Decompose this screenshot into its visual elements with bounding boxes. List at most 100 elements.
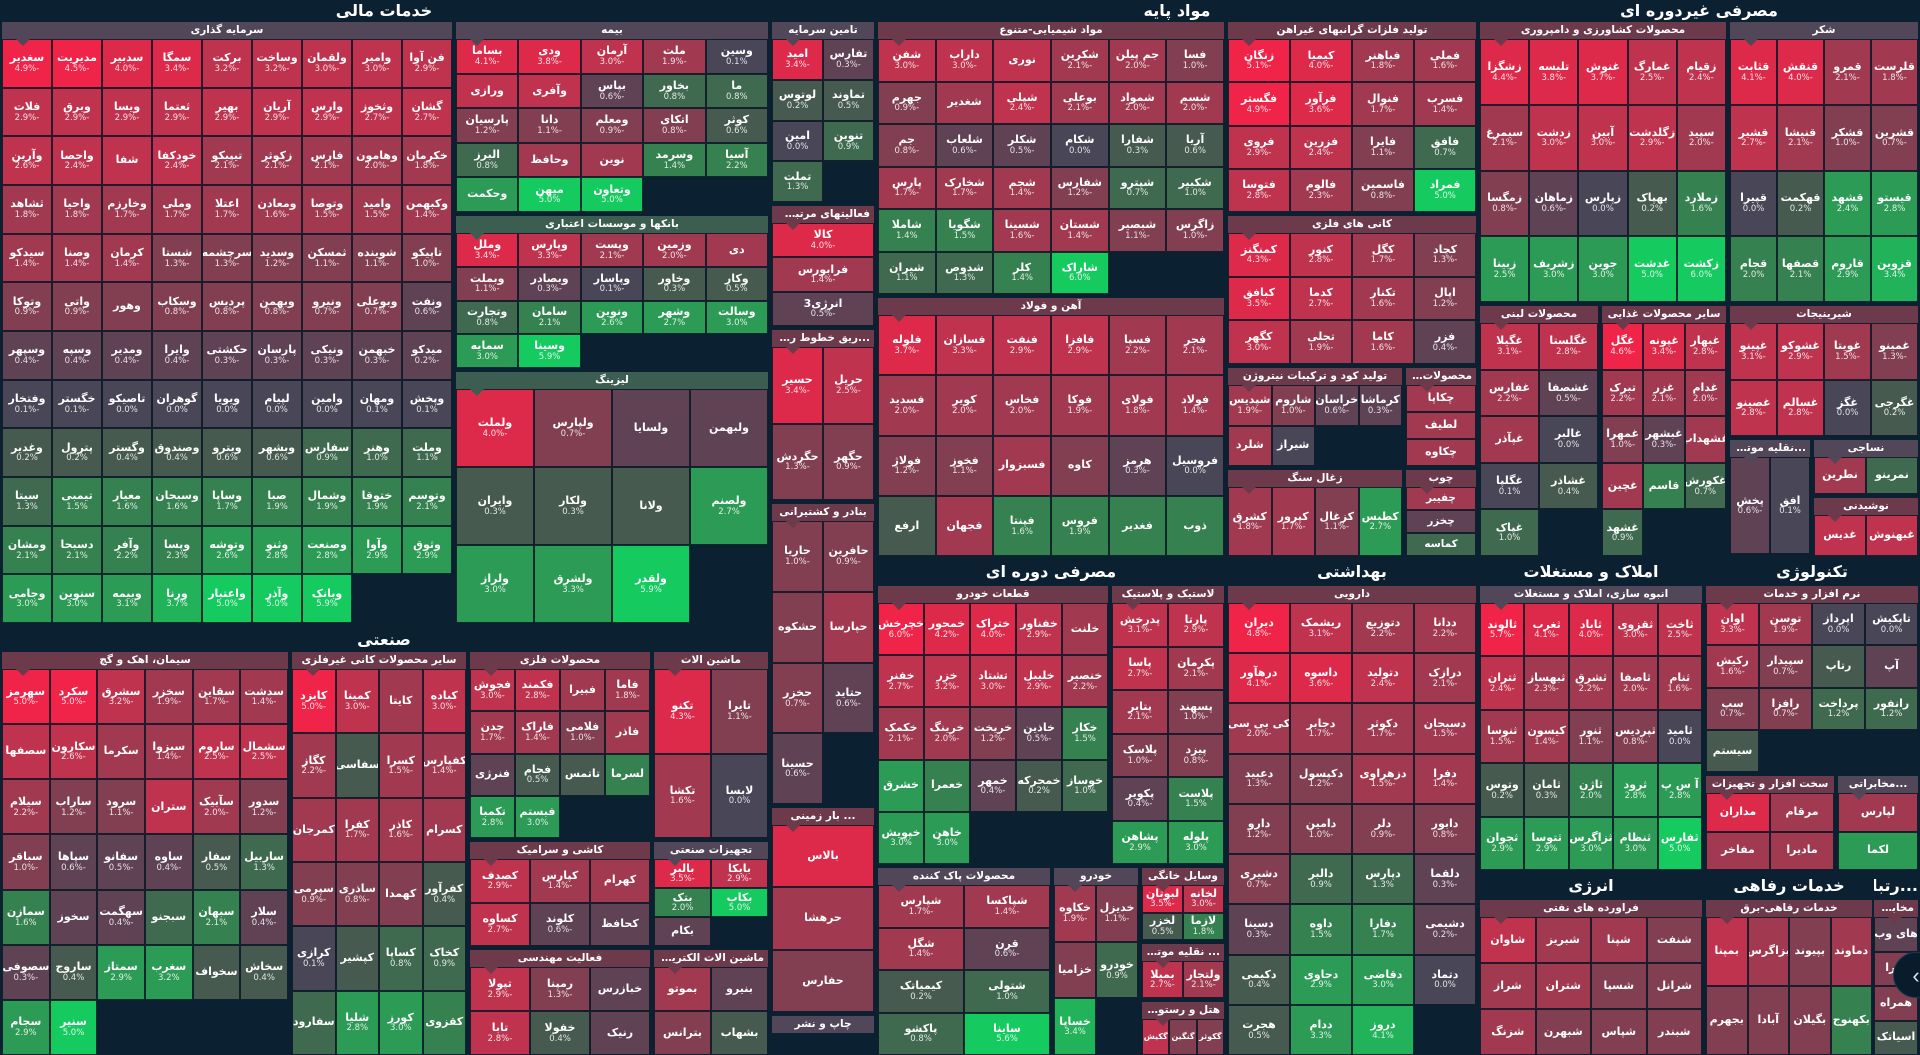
stock-tile[interactable]: لخزر 0.5% bbox=[1142, 912, 1183, 940]
stock-tile[interactable]: شکلر -0.5% bbox=[993, 124, 1051, 167]
stock-tile[interactable]: وآرین -2.6% bbox=[2, 136, 52, 185]
stock-tile[interactable]: چفیبر bbox=[1406, 487, 1476, 510]
stock-tile[interactable]: لازما 1.8% bbox=[1183, 912, 1224, 940]
stock-tile[interactable]: لطیف bbox=[1406, 412, 1476, 439]
stock-tile[interactable]: شرانل bbox=[1646, 963, 1702, 1009]
stock-tile[interactable]: سکارون -2.6% bbox=[49, 724, 98, 780]
stock-tile[interactable]: ثنوسا -1.5% bbox=[1480, 709, 1525, 764]
stock-tile[interactable]: وحکمت bbox=[456, 177, 519, 212]
stock-tile[interactable]: وصندوق 0.4% bbox=[152, 428, 202, 477]
sector-header[interactable]: سیمان، اهک و گچ bbox=[2, 652, 288, 669]
stock-tile[interactable]: غنوش -3.7% bbox=[1578, 39, 1628, 105]
stock-tile[interactable]: وآوا 2.9% bbox=[352, 525, 402, 575]
stock-tile[interactable]: حشکوه bbox=[772, 591, 823, 663]
stock-tile[interactable]: آبین -3.0% bbox=[1578, 104, 1628, 171]
stock-tile[interactable]: خوساز 1.0% bbox=[1062, 759, 1108, 812]
stock-tile[interactable]: پتایر -2.1% bbox=[1112, 690, 1168, 734]
stock-tile[interactable]: غپینو -3.1% bbox=[1730, 323, 1777, 380]
stock-tile[interactable]: خودرو 0.9% bbox=[1096, 941, 1138, 999]
sector-header[interactable]: چوب bbox=[1406, 470, 1476, 487]
stock-tile[interactable]: قزوین 3.4% bbox=[1871, 236, 1918, 302]
stock-tile[interactable]: جم -0.8% bbox=[878, 124, 936, 167]
stock-tile[interactable]: شبصیر -1.1% bbox=[1108, 209, 1167, 252]
stock-tile[interactable]: وکبهمن -1.4% bbox=[402, 184, 452, 234]
stock-tile[interactable]: وسپه -0.4% bbox=[52, 330, 102, 380]
stock-tile[interactable]: ومعلم -0.9% bbox=[580, 108, 644, 143]
stock-tile[interactable]: بوعلی -2.1% bbox=[1050, 81, 1109, 124]
stock-tile[interactable]: شلرد bbox=[1228, 425, 1272, 466]
stock-tile[interactable]: شسم -2.0% bbox=[1166, 81, 1224, 124]
stock-tile[interactable]: دروز 4.1% bbox=[1352, 1004, 1414, 1055]
stock-tile[interactable]: بالاس bbox=[772, 825, 874, 888]
stock-tile[interactable]: خفولا 0.4% bbox=[530, 1011, 590, 1055]
stock-tile[interactable]: غسالم -2.8% bbox=[1777, 379, 1824, 436]
stock-tile[interactable]: حاریا -1.0% bbox=[772, 521, 823, 592]
stock-tile[interactable]: کورز 3.0% bbox=[379, 990, 423, 1055]
stock-tile[interactable]: بکهنوج bbox=[1830, 986, 1872, 1055]
stock-tile[interactable]: پارس -1.7% bbox=[878, 166, 936, 209]
stock-tile[interactable]: سدشت -1.4% bbox=[240, 669, 288, 725]
stock-tile[interactable]: کهمدا bbox=[379, 861, 423, 927]
stock-tile[interactable]: پلاست 1.5% bbox=[1168, 777, 1224, 821]
stock-tile[interactable]: فسپا -2.2% bbox=[1108, 315, 1167, 376]
stock-tile[interactable]: وپاسار -0.1% bbox=[580, 266, 644, 301]
stock-tile[interactable]: سمازن 1.6% bbox=[2, 889, 50, 945]
stock-tile[interactable]: دکیمی 0.4% bbox=[1228, 954, 1290, 1005]
sector-header[interactable]: وسایل خانگی bbox=[1142, 868, 1224, 885]
stock-tile[interactable]: بخاور 0.8% bbox=[643, 73, 706, 109]
stock-tile[interactable]: قلرست -1.8% bbox=[1871, 39, 1918, 105]
stock-tile[interactable]: فرآور -3.6% bbox=[1290, 82, 1352, 126]
stock-tile[interactable]: حفارس bbox=[772, 949, 874, 1012]
stock-tile[interactable]: فبستم 3.0% bbox=[515, 795, 560, 838]
stock-tile[interactable]: بمپنا bbox=[1706, 917, 1748, 986]
stock-tile[interactable]: وساخت -3.2% bbox=[252, 39, 302, 88]
stock-tile[interactable]: ولصنم 2.7% bbox=[690, 467, 768, 545]
stock-tile[interactable]: زکوثر -2.1% bbox=[252, 136, 302, 185]
sector-header[interactable]: فراورده های نفتی bbox=[1480, 900, 1702, 917]
stock-tile[interactable]: سدور -1.2% bbox=[240, 779, 288, 835]
stock-tile[interactable]: پکویر -0.4% bbox=[1112, 777, 1168, 821]
stock-tile[interactable]: غالبر 0.0% bbox=[1539, 416, 1598, 463]
stock-tile[interactable]: وارس -2.9% bbox=[302, 87, 352, 137]
stock-tile[interactable]: ستران bbox=[144, 779, 193, 835]
stock-tile[interactable]: کمرجان bbox=[292, 797, 336, 862]
stock-tile[interactable]: ثاخت -2.5% bbox=[1657, 603, 1702, 657]
stock-tile[interactable]: ولپارس -0.7% bbox=[534, 389, 612, 467]
stock-tile[interactable]: کرماشا -0.3% bbox=[1358, 385, 1402, 426]
stock-tile[interactable]: وتوسم 2.1% bbox=[402, 476, 452, 526]
stock-tile[interactable]: شوینده -1.1% bbox=[352, 233, 402, 283]
sector-header[interactable]: آهن و فولاد bbox=[878, 298, 1224, 315]
stock-tile[interactable]: داوه 1.5% bbox=[1290, 904, 1352, 955]
stock-tile[interactable]: شاملا 1.4% bbox=[878, 209, 936, 252]
stock-tile[interactable]: وتوس 0.2% bbox=[1480, 763, 1525, 817]
stock-tile[interactable]: ثفارس 5.0% bbox=[1657, 816, 1702, 870]
stock-tile[interactable]: وسینا 5.9% bbox=[518, 334, 581, 368]
stock-tile[interactable]: خاذین -0.5% bbox=[1016, 707, 1062, 760]
stock-tile[interactable]: تایرا -1.1% bbox=[711, 669, 768, 754]
stock-tile[interactable]: فکمند -2.8% bbox=[515, 669, 560, 712]
stock-tile[interactable]: وسکاب -0.8% bbox=[152, 282, 202, 331]
stock-tile[interactable]: کصدف -2.9% bbox=[470, 859, 530, 903]
stock-tile[interactable]: فروس 1.9% bbox=[1050, 495, 1109, 556]
stock-tile[interactable]: خفناور -2.9% bbox=[1016, 603, 1062, 656]
stock-tile[interactable]: شیراز bbox=[1271, 425, 1315, 466]
stock-tile[interactable]: سمتاز 2.9% bbox=[97, 944, 145, 1000]
stock-tile[interactable]: ثنظام 3.0% bbox=[1613, 816, 1658, 870]
stock-tile[interactable]: گکوثر bbox=[1196, 1019, 1224, 1055]
stock-tile[interactable]: کپارس -1.4% bbox=[530, 859, 590, 903]
stock-tile[interactable]: لابسا 0.0% bbox=[711, 753, 768, 838]
stock-tile[interactable]: زپارس 0.0% bbox=[1578, 170, 1628, 237]
stock-tile[interactable]: فسازان -3.3% bbox=[935, 315, 994, 376]
stock-tile[interactable]: پخش -0.6% bbox=[1730, 457, 1770, 554]
stock-tile[interactable]: ثتران -2.4% bbox=[1480, 656, 1525, 710]
stock-tile[interactable]: لپارس bbox=[1838, 793, 1918, 832]
stock-tile[interactable]: خزامیا bbox=[1054, 941, 1096, 999]
stock-tile[interactable]: کچاد -1.3% bbox=[1414, 233, 1476, 277]
stock-tile[interactable]: کمینا -3.0% bbox=[335, 669, 379, 734]
stock-tile[interactable]: سشمال -2.5% bbox=[240, 724, 288, 780]
stock-tile[interactable]: خاهن 3.0% bbox=[924, 811, 970, 864]
stock-tile[interactable]: معیار 1.6% bbox=[102, 476, 152, 526]
stock-tile[interactable]: آرمان -3.0% bbox=[580, 39, 644, 74]
stock-tile[interactable]: داسوه -3.6% bbox=[1290, 653, 1352, 704]
sector-header[interactable]: خودرو bbox=[1054, 868, 1138, 885]
